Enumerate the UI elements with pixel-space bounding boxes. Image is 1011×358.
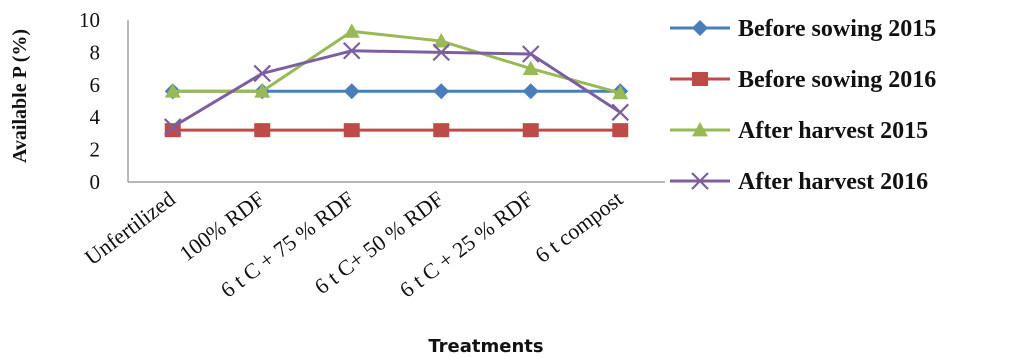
data-point (254, 123, 271, 138)
y-tick-label: 8 (90, 40, 101, 64)
legend-label: Before sowing 2015 (738, 16, 936, 42)
y-axis-label: Available P (%) (9, 29, 31, 163)
series-line (171, 49, 622, 129)
data-point (433, 33, 450, 48)
series-3 (164, 23, 629, 100)
data-point (343, 23, 360, 38)
axes (127, 20, 665, 183)
data-point (164, 123, 181, 138)
data-point (253, 64, 272, 83)
legend-item: Before sowing 2016 (670, 67, 936, 93)
data-point (692, 122, 708, 137)
data-point (692, 20, 708, 36)
series-line (172, 29, 621, 95)
y-tick-label: 10 (79, 8, 100, 32)
data-point (254, 83, 271, 98)
x-tick-label: 6 t compost (530, 186, 627, 268)
data-point (164, 83, 181, 98)
data-point (432, 43, 451, 62)
data-point (522, 123, 539, 138)
data-point (433, 123, 450, 138)
series-group (163, 23, 630, 138)
data-point (433, 83, 450, 100)
legend-label: After harvest 2015 (738, 118, 928, 144)
legend-label: Before sowing 2016 (738, 67, 936, 93)
y-tick-label: 2 (90, 138, 101, 162)
data-point (521, 45, 540, 63)
data-point (342, 42, 361, 60)
data-point (612, 123, 629, 138)
legend-item: After harvest 2016 (670, 169, 928, 195)
data-point (691, 172, 709, 190)
x-axis-label: Treatments (428, 336, 543, 357)
y-tick-label: 0 (90, 170, 101, 194)
data-point (163, 118, 182, 136)
legend: Before sowing 2015 Before sowing 2016 Afte… (670, 16, 936, 195)
series-4 (163, 42, 630, 136)
y-tick-label: 6 (90, 73, 101, 97)
data-point (522, 60, 539, 75)
x-tick-label: Unfertilized (80, 186, 180, 270)
data-point (612, 84, 629, 100)
y-tick-label: 4 (90, 105, 101, 129)
data-point (692, 72, 708, 86)
legend-label: After harvest 2016 (738, 169, 928, 195)
series-2 (164, 123, 629, 138)
data-point (522, 83, 539, 100)
data-point (343, 123, 360, 138)
y-tick-labels: 0 2 4 6 8 10 (79, 8, 101, 194)
legend-item: After harvest 2015 (670, 118, 928, 144)
legend-item: Before sowing 2015 (670, 16, 936, 42)
data-point (611, 103, 630, 122)
data-point (343, 83, 360, 100)
